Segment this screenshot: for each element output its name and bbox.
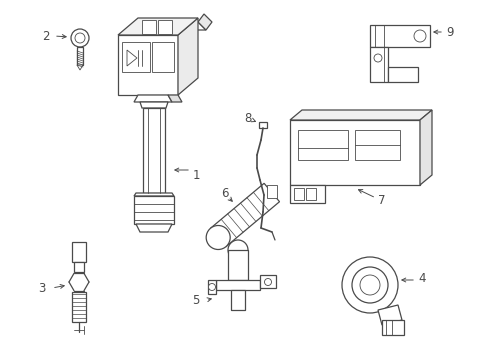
Polygon shape	[207, 280, 216, 294]
Polygon shape	[216, 280, 260, 290]
Text: 5: 5	[192, 293, 199, 306]
Polygon shape	[419, 110, 431, 185]
Bar	[369, 47, 387, 82]
Polygon shape	[377, 305, 401, 325]
Circle shape	[71, 29, 89, 47]
Polygon shape	[134, 193, 174, 196]
Text: 4: 4	[417, 271, 425, 284]
Bar	[387, 67, 417, 82]
Bar	[293, 188, 304, 200]
Circle shape	[227, 240, 247, 260]
Polygon shape	[198, 14, 212, 30]
Circle shape	[351, 267, 387, 303]
Bar	[369, 25, 429, 47]
Bar	[122, 42, 150, 72]
Text: 3: 3	[38, 282, 45, 294]
Polygon shape	[118, 35, 178, 95]
Bar	[289, 120, 419, 185]
Circle shape	[75, 33, 85, 43]
Circle shape	[208, 284, 215, 291]
Polygon shape	[289, 110, 431, 120]
Text: 9: 9	[445, 26, 452, 39]
Bar	[74, 262, 84, 272]
Text: 1: 1	[193, 168, 200, 181]
Polygon shape	[77, 65, 83, 70]
Polygon shape	[266, 185, 276, 198]
Polygon shape	[134, 95, 172, 102]
Bar	[354, 130, 399, 160]
Text: 8: 8	[244, 112, 251, 125]
Circle shape	[359, 275, 379, 295]
Bar	[227, 250, 247, 280]
Bar	[289, 185, 325, 203]
Circle shape	[206, 225, 230, 249]
Circle shape	[373, 54, 381, 62]
Polygon shape	[127, 50, 137, 66]
Polygon shape	[140, 102, 168, 108]
Text: 6: 6	[221, 186, 228, 199]
Circle shape	[413, 30, 425, 42]
Bar	[381, 320, 403, 335]
Bar	[158, 20, 172, 34]
Polygon shape	[210, 183, 279, 247]
Bar	[297, 130, 347, 160]
Polygon shape	[178, 18, 198, 95]
Bar	[134, 196, 174, 224]
Bar	[72, 242, 86, 262]
Circle shape	[264, 279, 271, 285]
Polygon shape	[168, 95, 182, 102]
Bar	[305, 188, 315, 200]
Text: 7: 7	[377, 194, 385, 207]
Bar	[259, 122, 266, 128]
Bar	[142, 20, 156, 34]
Bar	[72, 292, 86, 322]
Text: 2: 2	[42, 30, 50, 42]
Polygon shape	[168, 22, 205, 30]
Bar	[77, 47, 83, 65]
Polygon shape	[136, 224, 172, 232]
Bar	[230, 290, 244, 310]
Polygon shape	[260, 275, 275, 288]
Bar	[142, 108, 164, 193]
Circle shape	[341, 257, 397, 313]
Bar	[152, 42, 174, 72]
Polygon shape	[118, 18, 198, 35]
